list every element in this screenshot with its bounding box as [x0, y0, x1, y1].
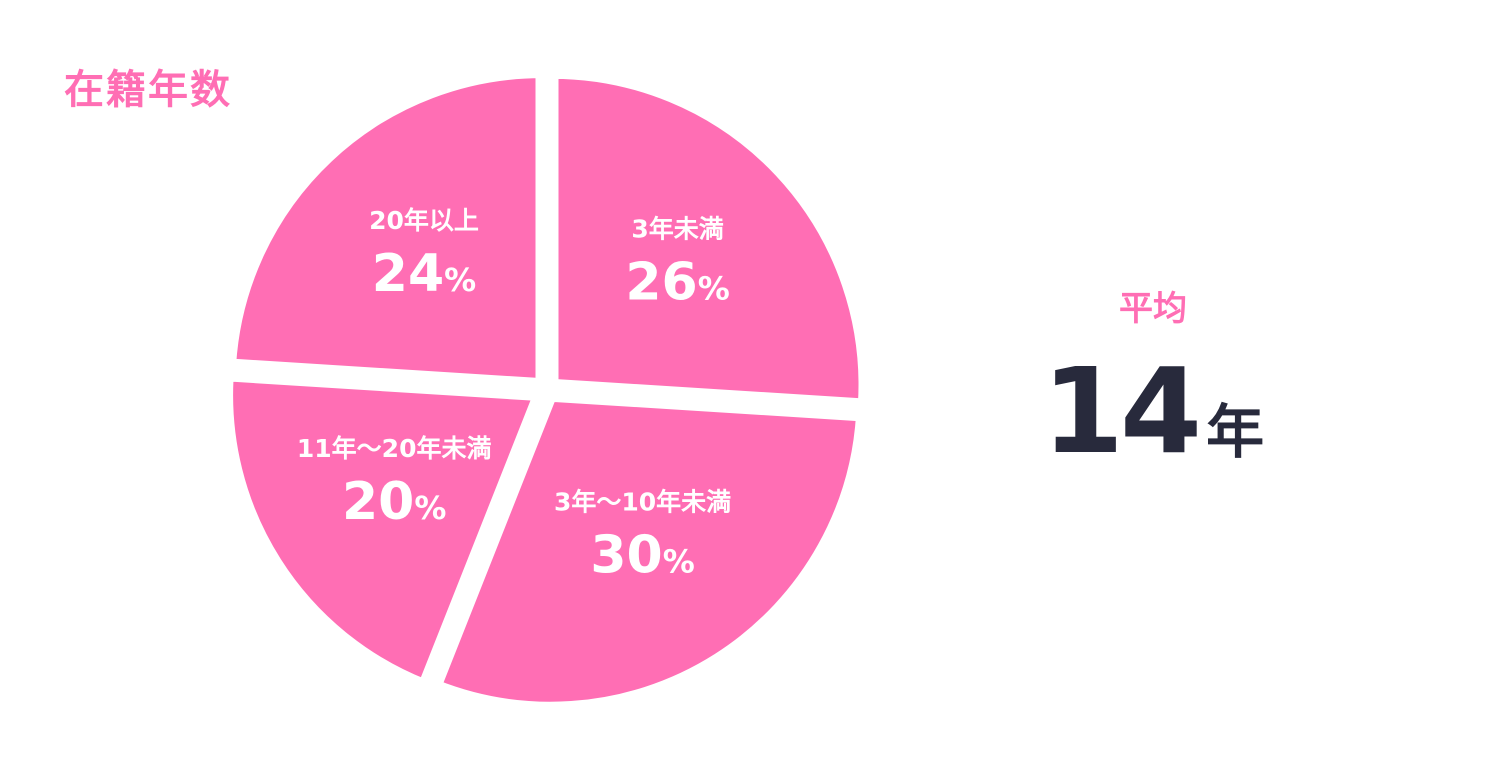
slice-label: 3年未満 [631, 214, 723, 243]
average-number: 14 [1041, 342, 1202, 480]
pie-slice [223, 66, 548, 391]
pie-slice [221, 369, 548, 693]
chart-title: 在籍年数 [64, 67, 232, 113]
slice-value: 26% [625, 252, 729, 312]
slice-label: 20年以上 [369, 206, 479, 235]
slice-label: 3年～10年未満 [554, 488, 731, 517]
average-unit: 年 [1206, 398, 1265, 466]
pie-slice [427, 389, 869, 714]
pie-slice [546, 66, 871, 411]
slice-label: 11年～20年未満 [297, 434, 492, 463]
slice-value: 30% [590, 526, 694, 586]
slice-value: 20% [342, 472, 446, 532]
average-label: 平均 [1119, 289, 1187, 329]
average-value: 14 年 [1042, 352, 1264, 470]
slice-value: 24% [372, 244, 476, 304]
